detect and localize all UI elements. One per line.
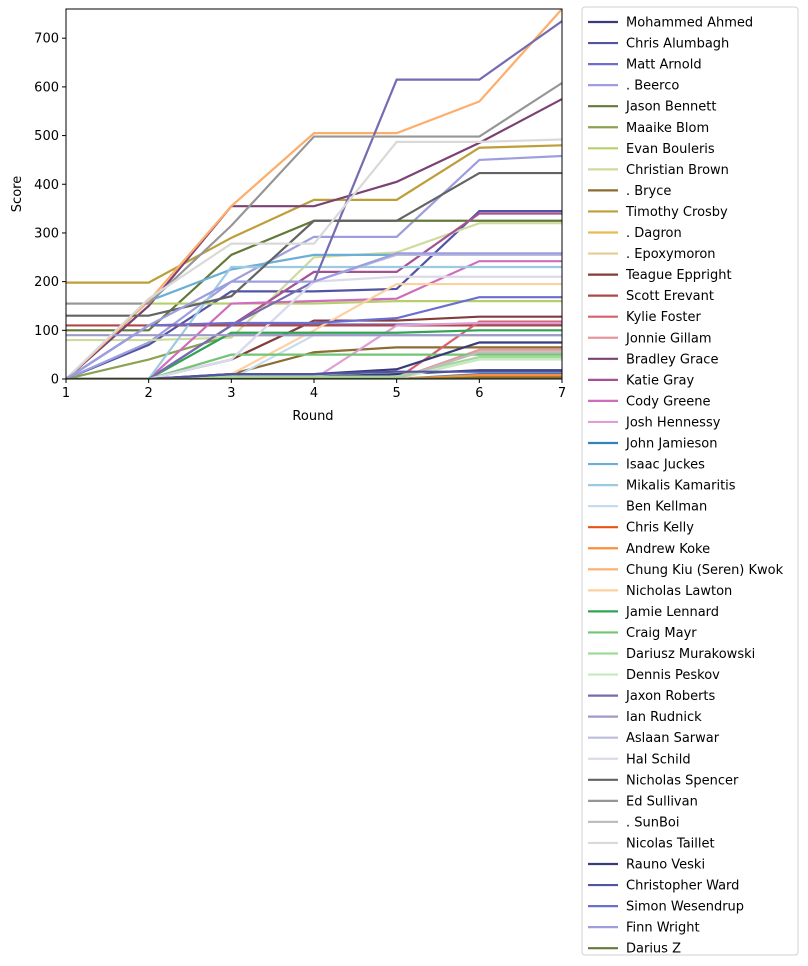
legend-label: Dariusz Murakowski bbox=[626, 647, 755, 662]
legend-label: Chris Kelly bbox=[626, 521, 694, 536]
series-line-41 bbox=[66, 370, 562, 379]
y-axis-label: Score bbox=[10, 176, 25, 212]
legend-label: Christopher Ward bbox=[626, 879, 739, 894]
legend-label: Ed Sullivan bbox=[626, 794, 698, 809]
legend-label: Bradley Grace bbox=[626, 352, 718, 367]
x-tick-label: 5 bbox=[393, 386, 401, 401]
legend-label: Ian Rudnick bbox=[626, 710, 702, 725]
series-line-29 bbox=[66, 353, 562, 379]
series-line-28 bbox=[66, 329, 562, 379]
series-line-7 bbox=[66, 222, 562, 342]
series-line-9 bbox=[66, 144, 562, 284]
series-line-38 bbox=[66, 351, 562, 379]
legend-label: Hal Schild bbox=[626, 752, 691, 767]
x-tick-label: 1 bbox=[62, 386, 70, 401]
y-axis: 0 100 200 300 400 500 600 700 bbox=[34, 32, 66, 388]
series-line-39 bbox=[66, 138, 562, 379]
legend-label: Dennis Peskov bbox=[626, 668, 720, 683]
x-tick-label: 4 bbox=[310, 386, 318, 401]
y-tick-label: 700 bbox=[34, 32, 59, 47]
series-line-17 bbox=[66, 212, 562, 379]
x-axis: 1 2 3 4 5 6 7 bbox=[62, 379, 566, 401]
series-line-12 bbox=[66, 315, 562, 379]
legend-label: . Epoxymoron bbox=[626, 247, 716, 262]
legend-label: Kylie Foster bbox=[626, 310, 701, 325]
series-line-14 bbox=[66, 320, 562, 379]
legend-label: Ben Kellman bbox=[626, 500, 707, 515]
legend-label: Mohammed Ahmed bbox=[626, 16, 753, 31]
x-tick-label: 3 bbox=[227, 386, 235, 401]
x-tick-label: 2 bbox=[145, 386, 153, 401]
series-line-30 bbox=[66, 355, 562, 379]
legend-label: Josh Hennessy bbox=[625, 415, 721, 430]
legend-label: Katie Gray bbox=[626, 373, 694, 388]
legend-label: Christian Brown bbox=[626, 163, 729, 178]
series-line-18 bbox=[66, 260, 562, 379]
series-line-22 bbox=[66, 265, 562, 379]
legend-label: Teague Eppright bbox=[625, 268, 732, 283]
y-tick-label: 100 bbox=[34, 324, 59, 339]
series-line-27 bbox=[66, 282, 562, 379]
legend-label: Chung Kiu (Seren) Kwok bbox=[626, 563, 784, 578]
y-tick-label: 0 bbox=[51, 373, 59, 388]
series-line-31 bbox=[66, 358, 562, 379]
legend-label: Jonnie Gillam bbox=[625, 331, 712, 346]
y-tick-label: 400 bbox=[34, 178, 59, 193]
series-line-1 bbox=[66, 209, 562, 379]
legend-label: Evan Bouleris bbox=[626, 142, 715, 157]
series-line-43 bbox=[66, 252, 562, 379]
series-line-37 bbox=[66, 82, 562, 305]
legend-label: Chris Alumbagh bbox=[626, 37, 729, 52]
legend-label: Jamie Lennard bbox=[625, 605, 719, 620]
legend-label: Jason Bennett bbox=[625, 100, 717, 115]
x-tick-label: 6 bbox=[475, 386, 483, 401]
legend-label: Cody Greene bbox=[626, 394, 710, 409]
legend: Mohammed Ahmed Chris Alumbagh Matt Arnold.… bbox=[588, 16, 784, 957]
legend-label: . Beerco bbox=[626, 79, 679, 94]
legend-label: Timothy Crosby bbox=[625, 205, 728, 220]
y-tick-label: 200 bbox=[34, 275, 59, 290]
legend-label: Rauno Veski bbox=[626, 858, 705, 873]
legend-label: . Bryce bbox=[626, 184, 671, 199]
legend-label: . SunBoi bbox=[626, 815, 679, 830]
series-line-26 bbox=[66, 9, 562, 379]
legend-label: Scott Erevant bbox=[626, 289, 714, 304]
legend-label: Finn Wright bbox=[626, 921, 700, 936]
series-line-24 bbox=[66, 375, 562, 379]
legend-label: Darius Z bbox=[626, 942, 681, 957]
x-axis-label: Round bbox=[292, 409, 333, 424]
legend-label: Nicholas Spencer bbox=[626, 773, 739, 788]
legend-label: Nicolas Taillet bbox=[626, 836, 715, 851]
legend-label: . Dagron bbox=[626, 226, 682, 241]
series-line-19 bbox=[66, 321, 562, 379]
y-tick-label: 500 bbox=[34, 129, 59, 144]
legend-frame bbox=[581, 6, 799, 956]
series-line-44 bbox=[66, 376, 562, 379]
x-tick-label: 7 bbox=[558, 386, 566, 401]
legend-label: Matt Arnold bbox=[626, 58, 702, 73]
y-tick-label: 600 bbox=[34, 80, 59, 95]
series-line-25 bbox=[66, 374, 562, 379]
y-tick-label: 300 bbox=[34, 226, 59, 241]
legend-label: Craig Mayr bbox=[626, 626, 697, 641]
legend-label: Aslaan Sarwar bbox=[626, 731, 720, 746]
series-lines bbox=[66, 9, 562, 379]
series-line-8 bbox=[66, 346, 562, 379]
legend-label: Andrew Koke bbox=[626, 542, 710, 557]
series-line-36 bbox=[66, 171, 562, 317]
legend-label: Nicholas Lawton bbox=[626, 584, 732, 599]
series-line-15 bbox=[66, 348, 562, 379]
legend-label: Maaike Blom bbox=[626, 121, 709, 136]
series-line-3 bbox=[66, 154, 562, 379]
legend-label: Isaac Juckes bbox=[626, 458, 705, 473]
legend-label: Simon Wesendrup bbox=[626, 900, 744, 915]
legend-label: Mikalis Kamaritis bbox=[626, 479, 736, 494]
legend-label: Jaxon Roberts bbox=[625, 689, 716, 704]
legend-label: John Jamieson bbox=[625, 437, 717, 452]
